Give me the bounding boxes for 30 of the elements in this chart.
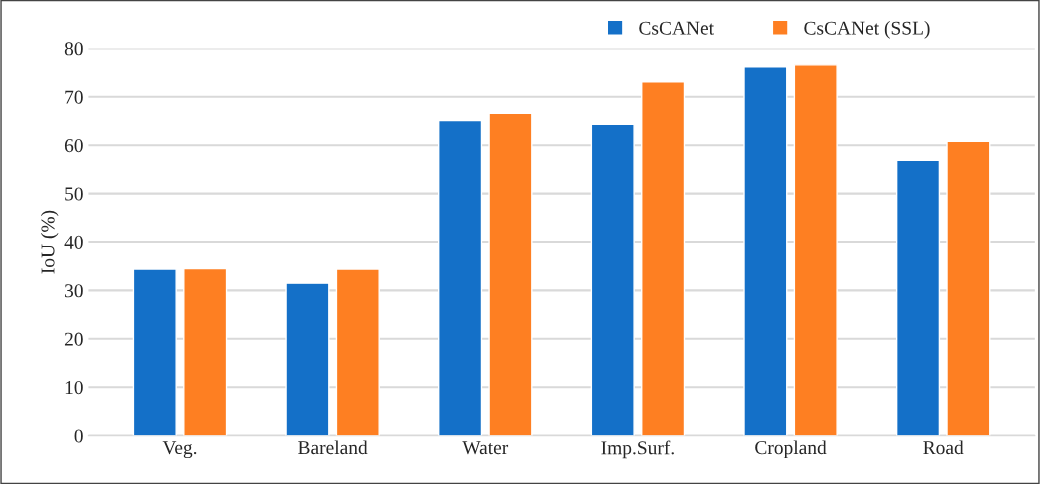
x-tick-label: Road bbox=[923, 440, 964, 455]
y-tick-label: 40 bbox=[64, 235, 83, 249]
y-axis-title: IoU (%) bbox=[40, 210, 59, 274]
y-tick-label: 0 bbox=[74, 429, 83, 443]
bar bbox=[590, 123, 635, 436]
y-tick-label: 10 bbox=[65, 381, 83, 395]
bar bbox=[438, 119, 483, 436]
x-tick-label: Water bbox=[462, 441, 509, 455]
bar bbox=[946, 140, 991, 436]
bar bbox=[895, 159, 941, 436]
bar bbox=[335, 268, 380, 436]
bar bbox=[793, 64, 838, 436]
legend-label: CsCANet bbox=[639, 21, 714, 35]
x-tick-label: Cropland bbox=[755, 440, 827, 459]
y-tick-label: 50 bbox=[65, 187, 83, 201]
y-tick-label: 70 bbox=[65, 90, 83, 104]
y-tick-label: 80 bbox=[64, 42, 83, 56]
bar bbox=[285, 282, 330, 436]
y-tick-label: 20 bbox=[64, 332, 83, 346]
bar bbox=[488, 112, 533, 436]
bar bbox=[183, 267, 228, 436]
bar bbox=[743, 66, 788, 436]
bar bbox=[132, 268, 177, 436]
y-tick-label: 60 bbox=[64, 139, 83, 153]
x-tick-label: Veg. bbox=[162, 441, 197, 459]
x-tick-label: Bareland bbox=[298, 440, 368, 455]
bar bbox=[641, 81, 686, 436]
y-tick-label: 30 bbox=[65, 284, 83, 298]
legend-label: CsCANet (SSL) bbox=[804, 21, 930, 39]
x-tick-label: Imp.Surf. bbox=[601, 440, 674, 459]
